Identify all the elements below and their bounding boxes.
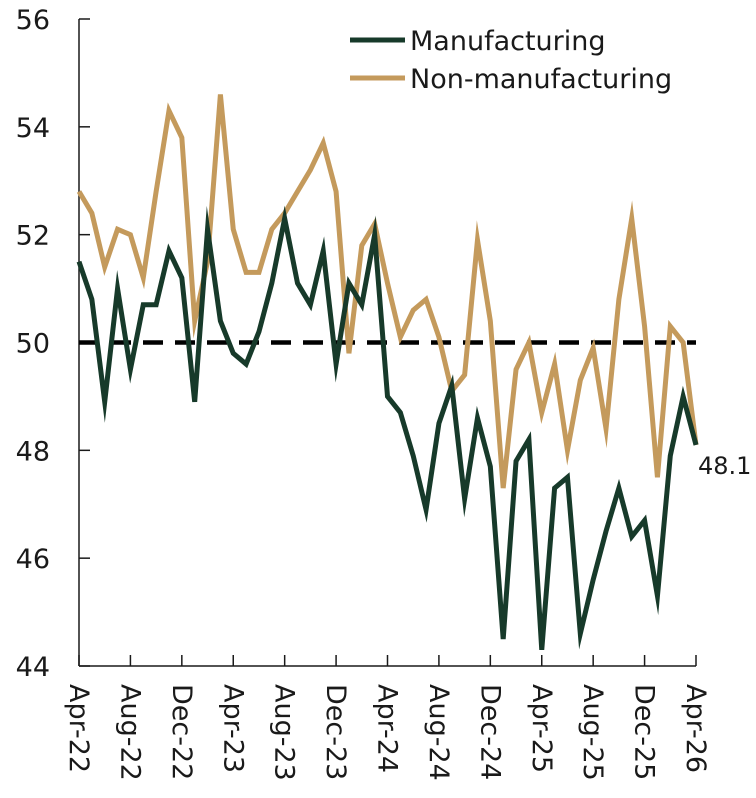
y-tick-label: 56 <box>16 5 50 36</box>
series-layer <box>76 94 699 651</box>
x-tick-label: Aug-22 <box>114 684 145 781</box>
x-tick-label: Aug-24 <box>423 684 454 781</box>
y-tick-label: 52 <box>16 221 50 252</box>
series-line-manufacturing <box>76 205 699 651</box>
x-tick-label: Apr-24 <box>372 684 403 773</box>
legend: Manufacturing Non-manufacturing <box>350 26 672 95</box>
x-tick-label: Apr-23 <box>217 684 248 773</box>
x-axis: Apr-22 Aug-22 Dec-22 Apr-23 Aug-23 Dec-23 Apr-… <box>63 655 711 781</box>
legend-label: Manufacturing <box>410 26 606 57</box>
x-tick-label: Aug-25 <box>577 684 608 781</box>
x-tick-label: Dec-22 <box>166 684 197 780</box>
y-tick-label: 54 <box>16 113 50 144</box>
x-tick-label: Dec-23 <box>320 684 351 780</box>
y-tick-label: 44 <box>16 652 50 683</box>
x-tick-label: Aug-23 <box>269 684 300 781</box>
end-value-label: 48.1 <box>698 452 751 480</box>
y-tick-label: 46 <box>16 544 50 575</box>
x-tick-label: Apr-22 <box>63 684 94 773</box>
series-line-non-manufacturing <box>76 94 699 489</box>
y-tick-label: 50 <box>16 329 50 360</box>
annotations: 48.1 <box>698 452 751 480</box>
x-tick-label: Dec-25 <box>629 684 660 780</box>
y-axis: 44 46 48 50 52 54 56 <box>16 5 90 683</box>
legend-label: Non-manufacturing <box>410 64 672 95</box>
y-tick-label: 48 <box>16 436 50 467</box>
x-tick-label: Apr-25 <box>526 684 557 773</box>
x-tick-label: Dec-24 <box>474 684 505 780</box>
x-tick-label: Apr-26 <box>680 684 711 773</box>
